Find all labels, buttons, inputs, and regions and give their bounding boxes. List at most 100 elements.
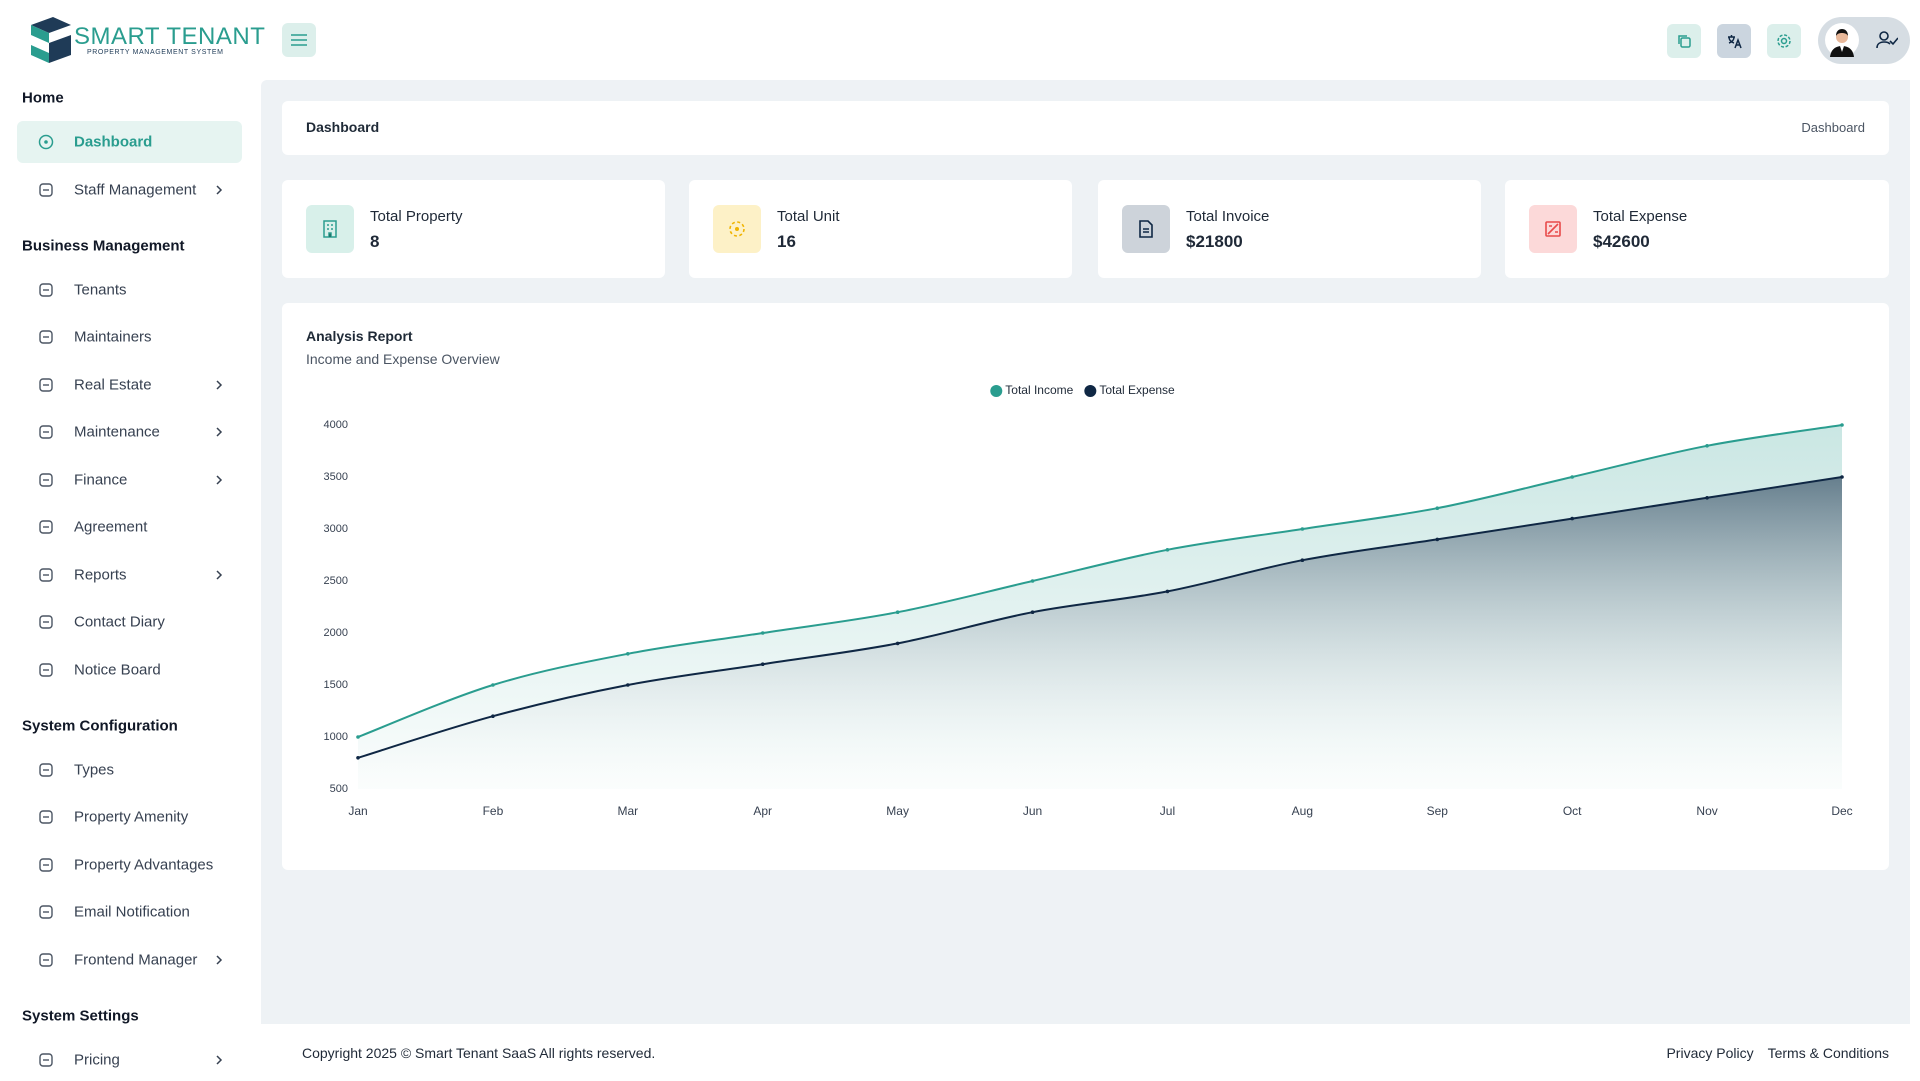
stat-card: Total Invoice $21800 [1098,180,1481,278]
x-tick-label: Jan [348,804,367,818]
stat-icon [306,205,354,253]
language-icon [1728,35,1742,49]
x-tick-label: Sep [1427,804,1449,818]
menu-item[interactable]: Types [17,749,242,791]
logo-subtitle: PROPERTY MANAGEMENT SYSTEM [87,49,224,56]
menu-toggle[interactable] [282,23,316,57]
menu-item[interactable]: Property Advantages [17,844,242,886]
copy-button[interactable] [1667,24,1701,58]
breadcrumb-bar: Dashboard Dashboard [282,101,1889,155]
menu-label: Maintenance [74,423,160,441]
avatar [1825,23,1859,57]
menu-icon [39,662,53,677]
chart-subtitle: Income and Expense Overview [306,351,500,367]
data-point [1165,589,1170,594]
y-tick-label: 500 [330,783,348,795]
menu-label: Agreement [74,518,148,536]
menu-icon [39,377,53,392]
menu-label: Email Notification [74,903,190,921]
x-tick-label: Mar [617,804,638,818]
breadcrumb-current[interactable]: Dashboard [1801,120,1865,135]
menu-icon [39,330,53,344]
menu-item[interactable]: Agreement [17,506,242,548]
chart: 500 1000 1500 2000 2500 3000 3500 4000 Jan Feb Mar… [324,383,1853,818]
menu-icon [39,905,53,919]
legend-marker [1084,385,1097,397]
section-title: Business Management [22,237,185,254]
menu-item[interactable]: Notice Board [17,649,242,691]
menu-item[interactable]: Staff Management [17,169,242,211]
menu-label: Frontend Manager [74,951,198,968]
data-point [1300,527,1305,531]
legend-marker [990,385,1003,397]
language-button[interactable] [1717,24,1751,58]
x-tick-label: Jun [1023,804,1042,818]
menu-label: Staff Management [74,181,197,198]
menu-icon [38,134,54,150]
data-point [1570,516,1574,521]
data-point [1435,506,1440,510]
page-title: Dashboard [306,119,380,135]
menu-item[interactable]: Maintainers [17,316,242,358]
section-title: System Configuration [22,717,178,734]
menu-label: Property Advantages [74,856,214,873]
menu-label: Maintainers [74,328,152,346]
menu-item[interactable]: Tenants [17,269,242,311]
stat-icon [1529,205,1577,253]
submenu-arrow [216,379,223,390]
stat-value: $42600 [1593,232,1650,251]
menu-icon [39,952,53,967]
settings-button[interactable] [1767,24,1801,58]
x-tick-label: Dec [1831,804,1852,818]
x-tick-label: Jul [1160,804,1175,818]
chart-card: Analysis Report Income and Expense Overv… [282,303,1889,870]
menu-label: Real Estate [74,376,152,393]
menu-item[interactable]: Real Estate [17,364,242,406]
copyright: Copyright 2025 © Smart Tenant SaaS All r… [302,1045,656,1061]
section-title: Home [22,89,64,107]
logo[interactable]: SMART TENANT PROPERTY MANAGEMENT SYSTEM [27,15,265,65]
x-tick-label: Feb [483,804,504,818]
logo-mark [31,17,71,63]
menu-icon [39,182,53,197]
menu-item[interactable]: Property Amenity [17,796,242,838]
menu-item[interactable]: Dashboard [17,121,242,163]
menu-item[interactable]: Contact Diary [17,601,242,643]
menu-icon [291,34,307,46]
stat-card: Total Expense $42600 [1505,180,1889,278]
logo-title: SMART TENANT [74,23,266,50]
series-line [357,476,1843,759]
submenu-arrow [216,954,223,965]
menu-icon [39,567,53,582]
data-point [1030,610,1035,614]
user-menu[interactable] [1818,17,1910,64]
menu-item[interactable]: Reports [17,554,242,596]
stat-icon [1122,205,1170,253]
stat-value: $21800 [1186,232,1243,251]
x-tick-label: Oct [1563,804,1582,818]
x-tick-label: Aug [1292,804,1313,818]
footer-links: Privacy Policy Terms & Conditions [1666,1045,1889,1061]
submenu-arrow [216,474,223,485]
data-point [1705,444,1709,448]
menu-item[interactable]: Email Notification [17,891,242,933]
menu-item[interactable]: Pricing [17,1039,242,1081]
menu-item[interactable]: Frontend Manager [17,939,242,981]
menu-item[interactable]: Finance [17,459,242,501]
data-point [895,641,900,646]
footer-link[interactable]: Privacy Policy [1666,1045,1754,1061]
stat-label: Total Property [370,208,463,225]
menu-item[interactable]: Maintenance [17,411,242,453]
y-tick-label: 3000 [324,523,348,535]
y-tick-label: 2000 [324,627,348,639]
x-tick-label: Nov [1696,804,1717,818]
stat-value: 16 [777,232,796,251]
copy-icon [1678,35,1691,48]
data-point [1570,475,1574,479]
footer-link[interactable]: Terms & Conditions [1767,1045,1889,1061]
menu-label: Types [74,761,115,778]
menu-icon [39,472,53,487]
menu-icon [39,762,53,777]
stat-label: Total Expense [1593,208,1688,225]
y-tick-label: 3500 [324,471,348,483]
